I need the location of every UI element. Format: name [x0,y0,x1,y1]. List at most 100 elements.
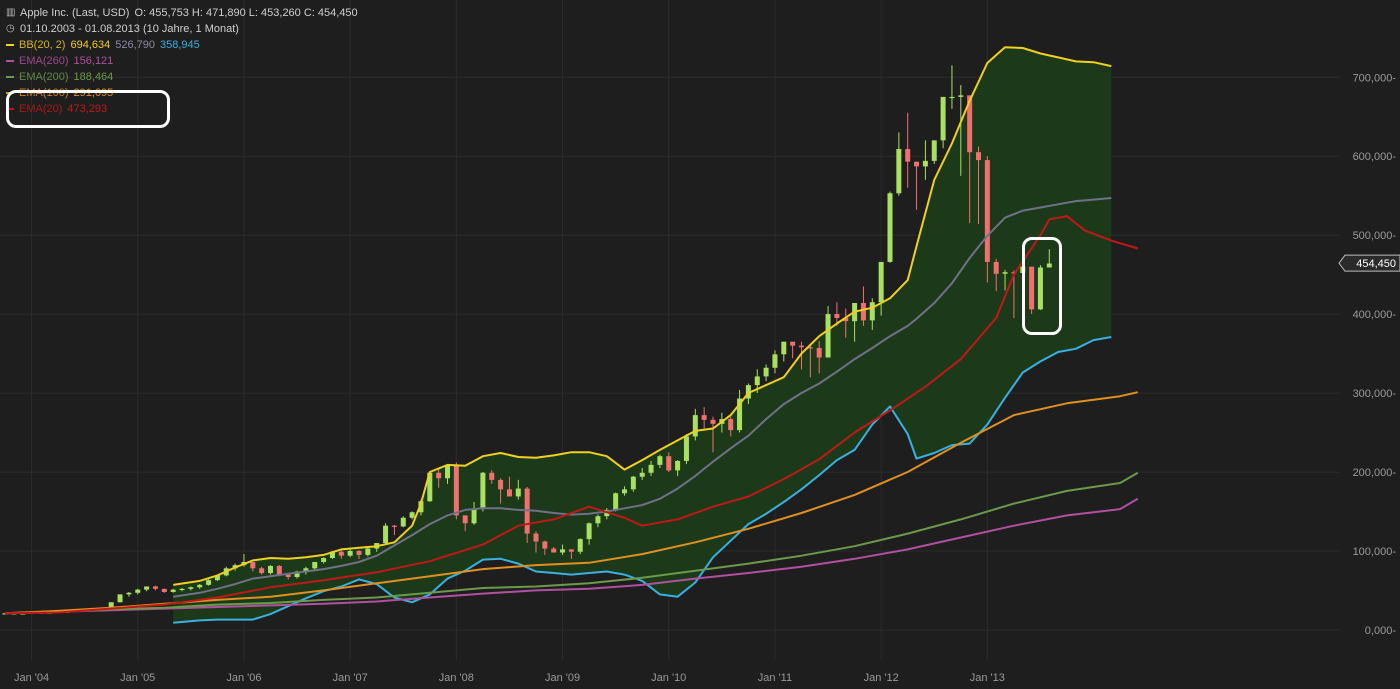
candle-body [117,594,123,603]
candle [816,340,822,374]
legend-item-ema20[interactable]: EMA(20) 473,293 [6,101,358,117]
candle [197,584,203,589]
candle [701,407,707,429]
candle [825,306,831,358]
bb-lower-line [173,336,1112,624]
candle-body [329,551,335,559]
candle-body [701,415,707,420]
legend-value: 188,464 [73,71,114,83]
candle-body [152,586,158,589]
candle-body [515,488,521,497]
legend-value: 526,790 [115,39,155,51]
candle-body [737,398,743,431]
candle [436,468,442,488]
candle [347,549,353,558]
y-tick-label: 0,000- [1365,625,1397,637]
candle-body [993,261,999,274]
chart-title: Apple Inc. (Last, USD) [20,7,130,19]
candle-body [285,574,291,577]
candle [144,586,150,592]
candle-body [816,348,822,358]
candle [356,550,362,559]
candle [763,364,769,382]
candle [772,350,778,374]
candle [710,416,716,453]
candle-body [551,548,557,553]
candle-body [825,314,831,358]
candle [799,341,804,370]
legend-item-bb[interactable]: BB(20, 2) 694,634 526,790 358,945 [6,37,358,53]
candle-body [692,415,698,437]
candle [586,522,592,545]
candle-body [560,549,566,553]
candle [551,546,557,553]
annotation-box-last-candles [1022,237,1062,335]
candle-body [878,261,884,303]
candle-body [480,472,486,510]
candle-body [869,302,875,321]
last-price-tag-bg [1338,254,1400,272]
candle [781,341,787,362]
candle-body [949,96,955,99]
candle [445,464,450,484]
candle-body [391,525,397,527]
candle-body [639,472,645,477]
legend-label: BB(20, 2) [19,39,66,51]
candle [188,586,194,591]
candle-body [843,318,849,322]
candle-body [294,571,300,577]
candle [321,557,327,564]
candle [613,492,619,512]
candle [462,515,468,532]
candle [887,191,893,263]
candle-body [489,472,495,480]
candle [657,454,663,469]
candle [666,452,672,472]
candle [400,516,406,528]
candle [869,298,875,330]
candle-body [577,539,583,552]
candle-body [268,565,273,574]
candle-body [799,345,804,348]
candle-body [188,587,194,589]
candle-body [763,367,769,377]
x-tick-label: Jan '08 [439,672,474,684]
candle [843,308,849,338]
y-tick-label: 100,000- [1353,546,1397,558]
candle [2,613,8,615]
candle [117,594,123,603]
legend-item-ema200[interactable]: EMA(200) 188,464 [6,69,358,85]
candle-body [905,149,911,162]
candle [622,486,627,496]
candle [976,146,981,225]
x-tick-label: Jan '07 [333,672,368,684]
candle-body [400,517,406,527]
candle [179,588,185,592]
candle [268,565,273,575]
ema260-line [4,497,1139,615]
candle-body [807,347,813,349]
candle-body [790,341,796,346]
y-tick-label: 200,000- [1353,467,1397,479]
candle-body [958,95,964,97]
candle-body [2,613,8,615]
candle [161,588,167,593]
candle-body [586,523,592,540]
candle [312,561,318,570]
candle-body [967,95,973,153]
legend-item-ema260[interactable]: EMA(260) 156,121 [6,53,358,69]
x-tick-label: Jan '04 [14,672,49,684]
candle [648,460,654,476]
candle-body [347,550,353,556]
candle-body [984,160,990,262]
candle-body [666,456,672,471]
candle-body [860,303,866,321]
candle [383,523,389,545]
candle [834,302,840,326]
legend-value: 156,121 [73,55,114,67]
candle [489,470,495,484]
candle [206,579,212,586]
candle-body [595,516,601,524]
